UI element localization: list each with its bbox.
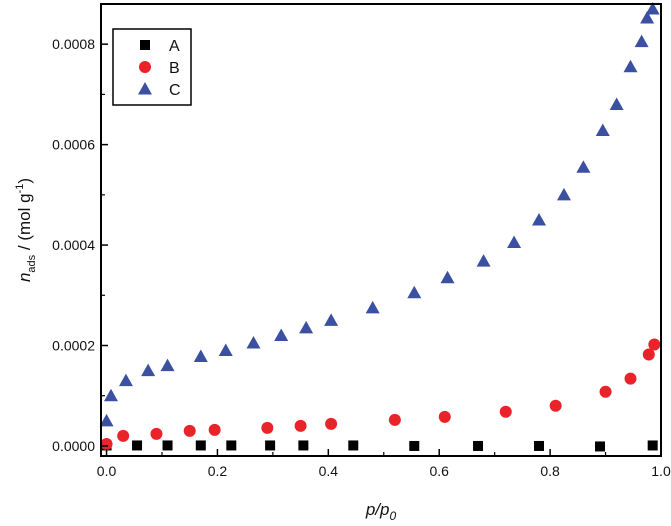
point-c	[118, 373, 133, 387]
point-b	[100, 437, 113, 450]
point-c	[324, 313, 339, 326]
point-a	[265, 440, 276, 451]
legend-marker-b	[139, 61, 151, 73]
point-c	[365, 300, 380, 314]
x-tick-label: 0.0	[97, 463, 117, 479]
x-tick-label: 0.4	[319, 463, 339, 479]
point-a	[195, 440, 206, 451]
point-a	[132, 440, 143, 451]
point-c	[407, 285, 422, 299]
point-c	[623, 59, 638, 73]
y-tick-label: 0.0006	[52, 137, 95, 153]
legend: ABC	[112, 28, 192, 106]
legend-box	[112, 28, 192, 106]
point-b	[642, 348, 655, 361]
point-c	[218, 343, 233, 357]
point-c	[576, 160, 591, 173]
point-a	[348, 440, 359, 451]
point-b	[117, 429, 130, 442]
y-tick-label: 0.0000	[52, 438, 95, 454]
x-axis-label: p/p0	[365, 500, 397, 523]
x-tick-label: 0.8	[540, 463, 560, 479]
x-axis-label-sub: 0	[389, 509, 396, 523]
point-c	[160, 358, 175, 372]
series-a	[101, 440, 658, 452]
point-b	[325, 417, 338, 430]
point-b	[294, 419, 307, 432]
point-a	[409, 440, 420, 451]
y-axis-label-main: n	[15, 273, 34, 282]
point-a	[595, 441, 606, 452]
series-c	[99, 2, 660, 427]
point-b	[499, 405, 512, 418]
data-marks	[99, 2, 661, 452]
point-b	[208, 423, 221, 436]
y-tick-label: 0.0004	[52, 237, 95, 253]
point-c	[103, 388, 118, 402]
legend-entry-a: A	[140, 38, 180, 55]
point-a	[298, 440, 309, 451]
y-axis-label-sub: ads	[26, 254, 38, 272]
point-b	[388, 413, 401, 426]
legend-marker-a	[140, 40, 150, 50]
legend-label-c: C	[169, 82, 181, 99]
point-c	[595, 123, 610, 137]
point-a	[162, 440, 173, 451]
x-tick-label: 1.0	[651, 463, 671, 479]
point-c	[193, 349, 208, 363]
x-axis: 0.0 0.2 0.4 0.6 0.8 1.0	[97, 449, 671, 479]
point-b	[261, 421, 274, 434]
point-b	[599, 385, 612, 398]
series-b	[100, 338, 661, 450]
point-c	[299, 320, 314, 334]
y-tick-label: 0.0002	[52, 338, 95, 354]
point-b	[438, 410, 451, 423]
point-c	[246, 336, 261, 349]
point-a	[226, 440, 237, 451]
point-b	[549, 399, 562, 412]
y-axis-label-mid: / (mol g	[15, 193, 34, 254]
point-a	[534, 440, 545, 451]
point-c	[476, 254, 491, 267]
plot-frame	[100, 3, 662, 457]
point-b	[150, 427, 163, 440]
point-c	[141, 363, 156, 377]
point-c	[556, 187, 571, 201]
point-c	[640, 11, 655, 24]
x-axis-label-main: p/p	[365, 500, 390, 519]
y-axis-label-sup: -1	[14, 184, 26, 194]
y-axis-label: nads / (mol g-1)	[14, 178, 38, 282]
y-axis-label-end: )	[15, 178, 34, 184]
point-b	[648, 338, 661, 351]
legend-label-b: B	[169, 60, 180, 77]
point-b	[624, 372, 637, 385]
legend-entry-b: B	[139, 60, 180, 77]
point-a	[647, 440, 658, 451]
legend-marker-c	[138, 82, 152, 95]
point-c	[507, 235, 522, 249]
point-c	[274, 328, 289, 341]
point-c	[609, 97, 624, 110]
point-a	[473, 440, 484, 451]
point-c	[99, 413, 114, 427]
point-c	[634, 34, 649, 48]
point-c	[532, 212, 547, 226]
point-c	[440, 270, 455, 284]
point-b	[183, 424, 196, 437]
y-tick-label: 0.0008	[52, 36, 95, 52]
x-tick-label: 0.2	[208, 463, 228, 479]
legend-entry-c: C	[138, 82, 181, 99]
x-tick-label: 0.6	[429, 463, 449, 479]
y-axis: 0.0000 0.0002 0.0004 0.0006 0.0008	[52, 36, 108, 454]
point-c	[645, 2, 660, 15]
legend-label-a: A	[169, 38, 180, 55]
